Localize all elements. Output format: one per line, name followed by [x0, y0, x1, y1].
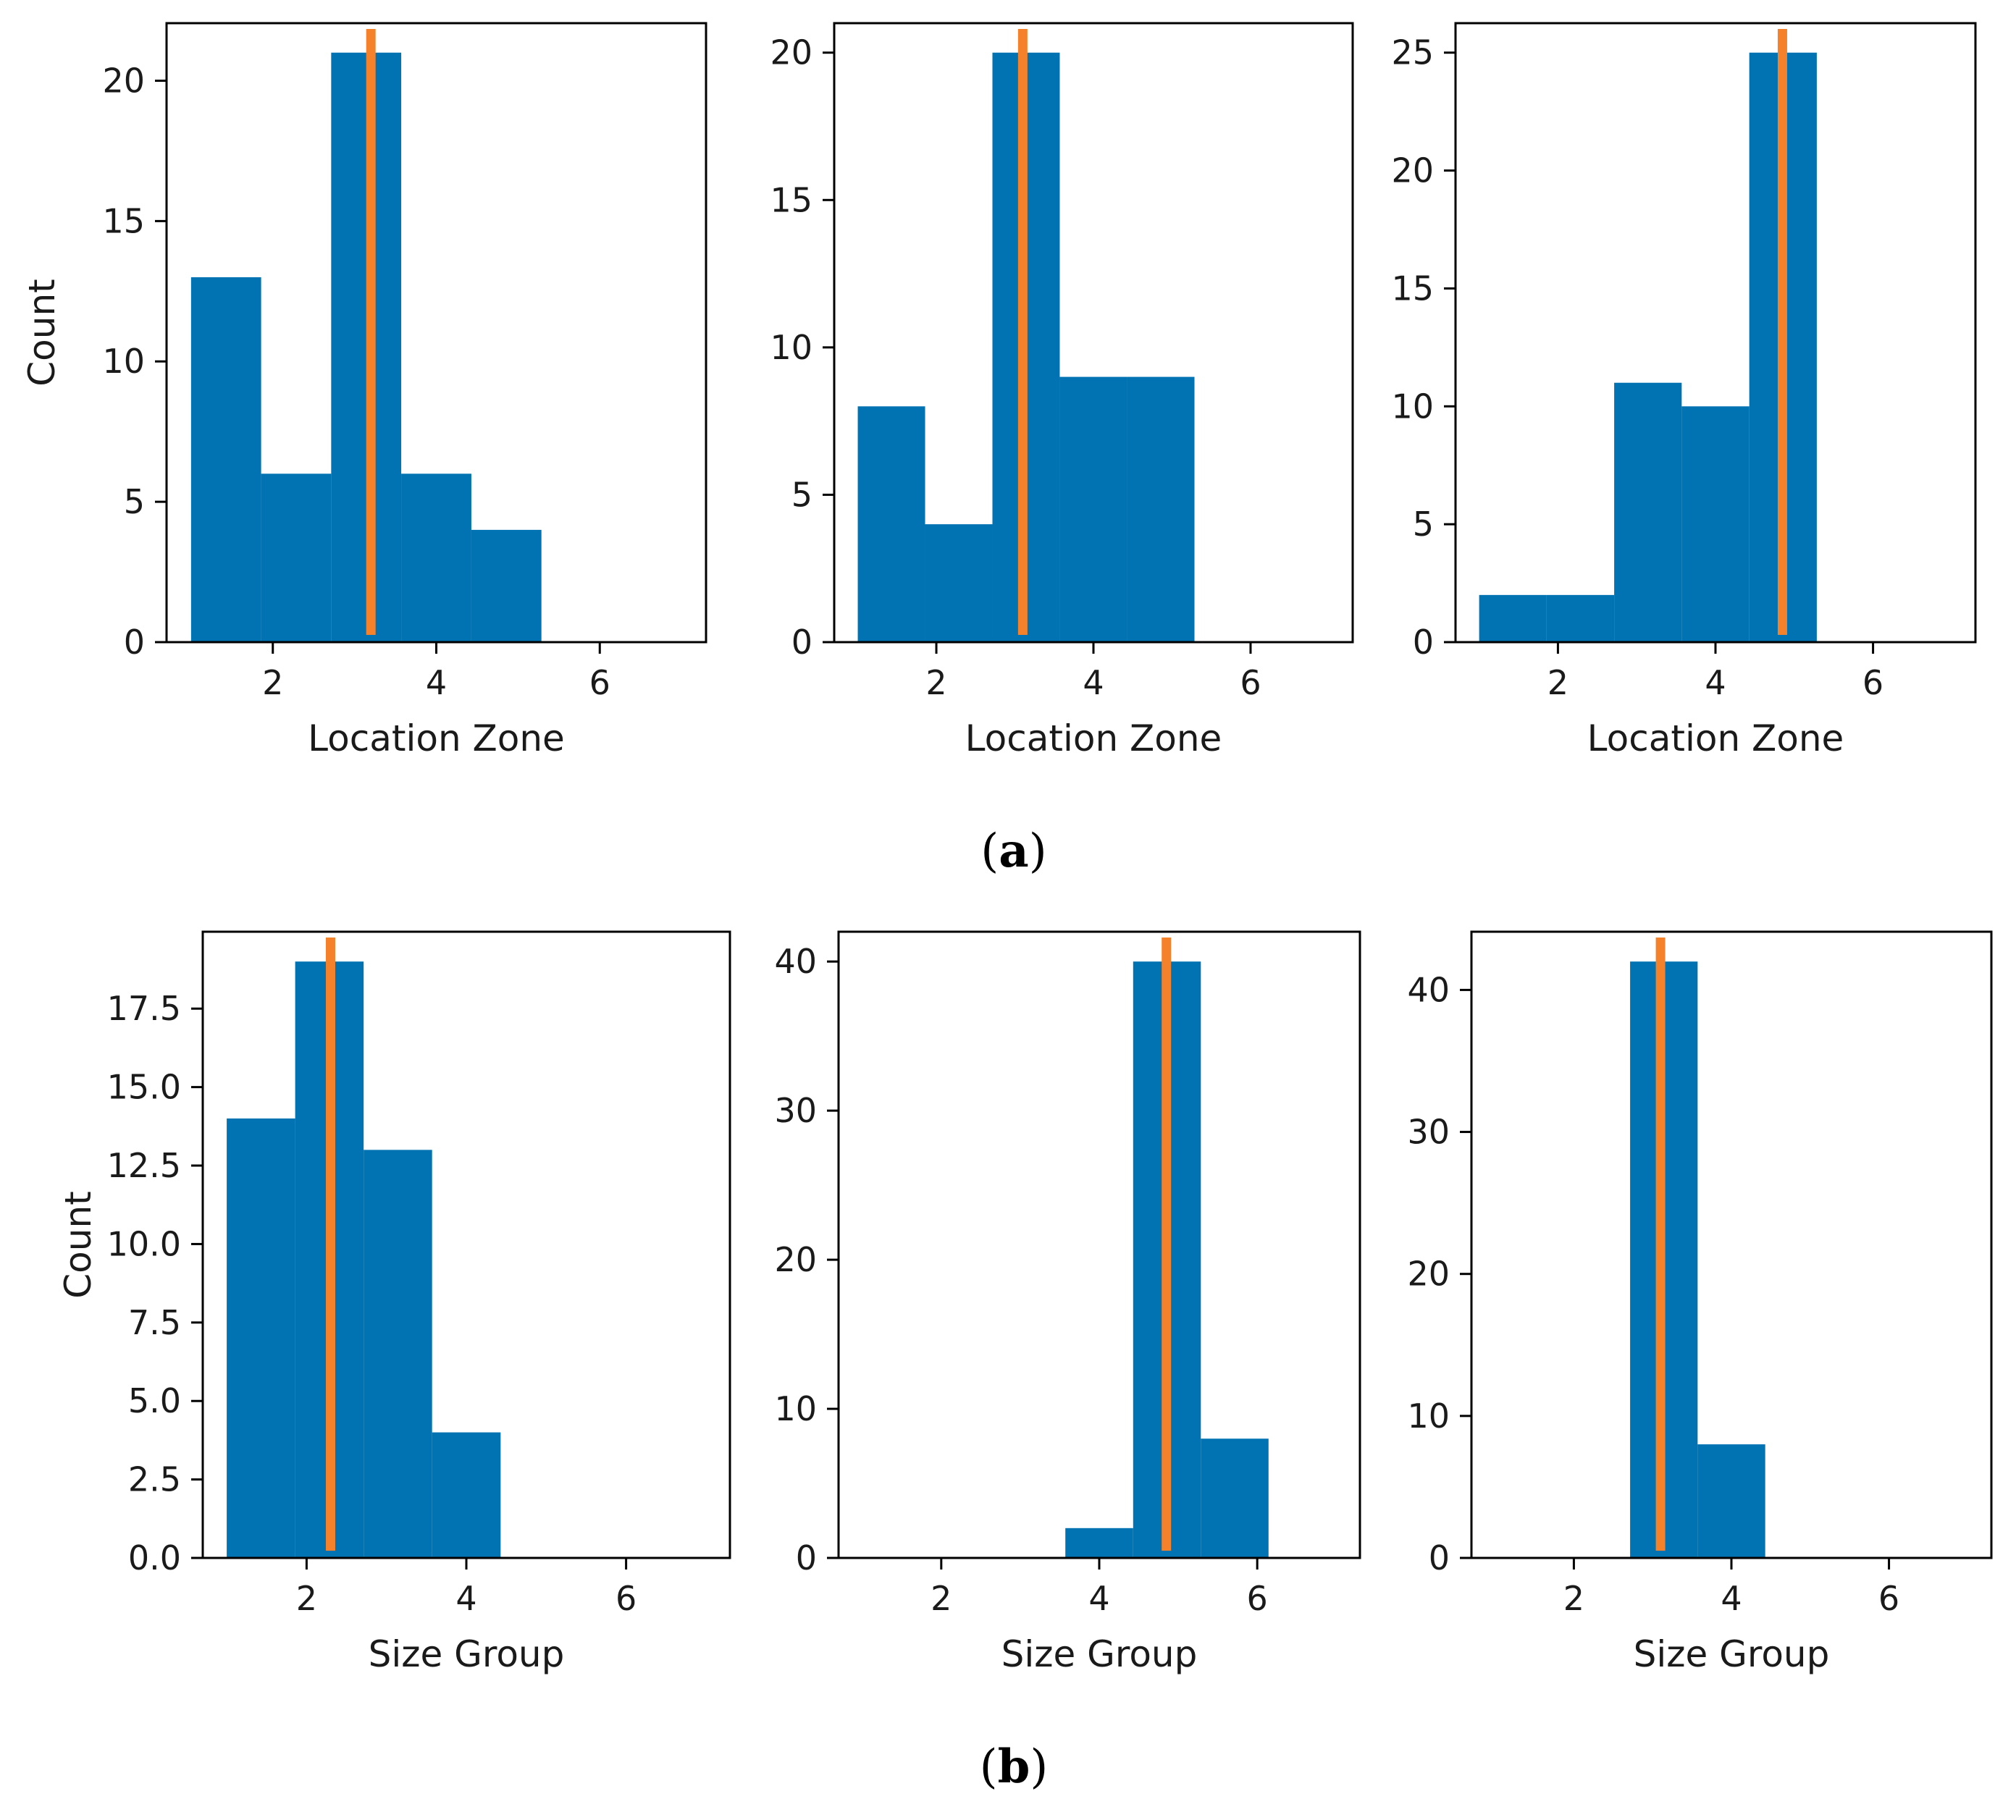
histogram-location-zone-2: 2 4 6 0 5 10 15 20 Location Zone [770, 22, 1354, 759]
y-tick-label: 15.0 [107, 1068, 181, 1107]
x-tick-label: 6 [1247, 1579, 1268, 1618]
x-tick-label: 6 [1862, 663, 1883, 702]
histogram-size-group-2: 2 4 6 0 10 20 30 40 Size Group [774, 930, 1361, 1675]
x-axis-label: Size Group [1634, 1633, 1830, 1675]
x-tick-label: 4 [455, 1579, 476, 1618]
y-tick-label: 5 [791, 475, 812, 514]
histogram-bar [227, 1118, 295, 1558]
x-tick-label: 2 [1563, 1579, 1584, 1618]
y-tick-label: 20 [774, 1240, 817, 1279]
x-tick-label: 4 [1721, 1579, 1742, 1618]
y-tick-label: 0.0 [128, 1538, 181, 1577]
y-tick-label: 5 [124, 482, 145, 521]
y-tick-label: 30 [774, 1091, 817, 1130]
x-axis-label: Location Zone [1587, 717, 1844, 759]
x-tick-label: 2 [1547, 663, 1568, 702]
x-axis-label: Location Zone [965, 717, 1222, 759]
y-tick-label: 40 [1407, 970, 1450, 1009]
y-axis-label: Count [57, 1191, 99, 1299]
histogram-bar [1546, 594, 1615, 642]
histogram-bar [1681, 406, 1750, 642]
y-tick-label: 10 [1391, 387, 1434, 426]
y-tick-label: 15 [102, 201, 145, 240]
y-axis-label: Count [21, 279, 63, 387]
axes-frame [837, 930, 1361, 1559]
y-tick-label: 0 [791, 623, 812, 662]
histogram-bar [1059, 376, 1127, 642]
y-tick-label: 10 [770, 328, 812, 367]
x-tick-label: 4 [1088, 1579, 1109, 1618]
histogram-bar [261, 473, 332, 642]
histogram-bar [1201, 1438, 1269, 1558]
histogram-bar [1614, 382, 1682, 642]
histogram-location-zone-3: 2 4 6 0 5 10 15 20 25 Location Zone [1391, 22, 1977, 759]
histogram-bar [1065, 1528, 1133, 1558]
y-tick-label: 5 [1413, 505, 1434, 544]
histogram-bar [1697, 1444, 1765, 1558]
histogram-bar [857, 406, 925, 642]
y-tick-label: 20 [1391, 151, 1434, 190]
histogram-bar [471, 529, 542, 642]
panel-label-a: (a) [980, 824, 1046, 878]
y-tick-label: 20 [770, 33, 812, 72]
x-tick-label: 2 [296, 1579, 317, 1618]
y-tick-label: 12.5 [107, 1146, 181, 1185]
y-tick-label: 0 [1413, 623, 1434, 662]
y-tick-label: 25 [1391, 33, 1434, 72]
x-tick-label: 6 [1240, 663, 1261, 702]
panel-label-b: (b) [980, 1740, 1049, 1794]
histogram-bar [1479, 594, 1547, 642]
y-tick-label: 10 [102, 342, 145, 381]
y-tick-label: 15 [770, 180, 812, 219]
y-tick-label: 10.0 [107, 1224, 181, 1263]
histogram-size-group-1: 2 4 6 0.0 2.5 5.0 7.5 10.0 12.5 15.0 17.5 Size Grou… [57, 930, 731, 1675]
histogram-bar [364, 1150, 432, 1558]
x-tick-label: 6 [589, 663, 610, 702]
x-tick-label: 6 [616, 1579, 637, 1618]
x-axis-label: Size Group [369, 1633, 565, 1675]
y-tick-label: 0 [124, 623, 145, 662]
y-tick-label: 0 [1429, 1538, 1450, 1577]
x-axis-label: Size Group [1001, 1633, 1198, 1675]
y-tick-label: 10 [1407, 1396, 1450, 1436]
y-tick-label: 30 [1407, 1113, 1450, 1152]
histogram-size-group-3: 2 4 6 0 10 20 30 40 Size Group [1407, 930, 1993, 1675]
y-tick-label: 10 [774, 1389, 817, 1428]
y-tick-label: 20 [1407, 1255, 1450, 1294]
x-tick-label: 4 [1705, 663, 1726, 702]
x-tick-label: 4 [1083, 663, 1104, 702]
histogram-bar [401, 473, 471, 642]
x-axis-label: Location Zone [308, 717, 565, 759]
histogram-location-zone-1: 2 4 6 0 5 10 15 20 Location Zone Count [21, 22, 707, 759]
histogram-bar [925, 524, 993, 642]
y-tick-label: 5.0 [128, 1381, 181, 1420]
x-tick-label: 2 [262, 663, 283, 702]
x-tick-label: 4 [426, 663, 447, 702]
y-tick-label: 0 [796, 1538, 817, 1577]
histogram-bar [190, 277, 261, 642]
y-tick-label: 40 [774, 942, 817, 981]
x-tick-label: 2 [931, 1579, 952, 1618]
x-tick-label: 2 [925, 663, 946, 702]
x-tick-label: 6 [1878, 1579, 1899, 1618]
y-tick-label: 17.5 [107, 989, 181, 1028]
y-tick-label: 15 [1391, 269, 1434, 308]
y-tick-label: 20 [102, 61, 145, 100]
histogram-bar [432, 1432, 501, 1558]
y-tick-label: 2.5 [128, 1460, 181, 1499]
y-tick-label: 7.5 [128, 1303, 181, 1342]
histogram-bar [1127, 376, 1195, 642]
